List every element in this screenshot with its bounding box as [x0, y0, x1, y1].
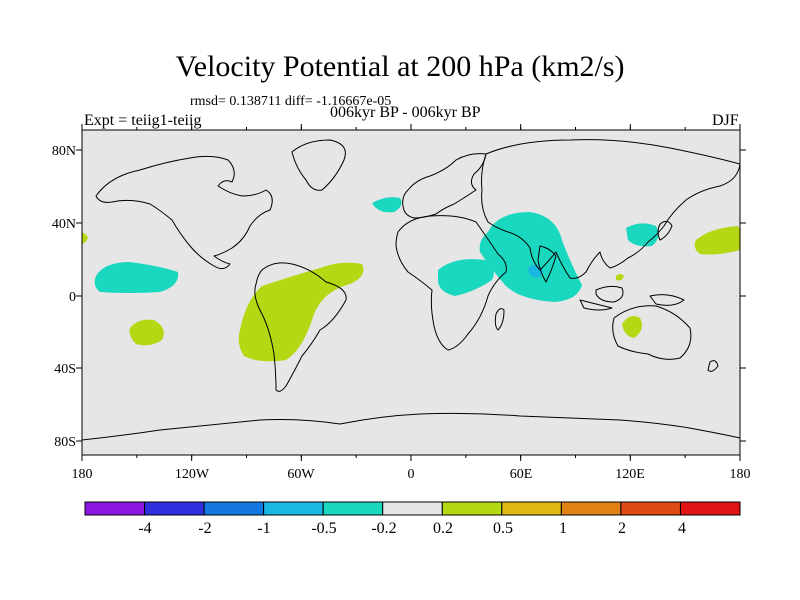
anomaly-region-central-africa	[438, 259, 494, 296]
colorbar-box	[679, 501, 741, 516]
colorbar-labels: -4 -2 -1 -0.5 -0.2 0.2 0.5 1 2 4	[138, 520, 686, 537]
season-label: DJF	[712, 112, 739, 129]
colorbar-box	[501, 501, 562, 516]
colorbar-box	[620, 501, 681, 516]
colorbar-label: -0.2	[371, 520, 396, 537]
lon-label-180-left: 180	[72, 467, 93, 482]
period-line: 006kyr BP - 006kyr BP	[330, 104, 481, 121]
lat-label-40n: 40N	[52, 217, 76, 232]
anomaly-region-north-pacific-dateline	[694, 226, 740, 255]
anomaly-region-north-atlantic	[372, 197, 402, 213]
colorbar-label: -0.5	[311, 520, 336, 537]
anomaly-region-indian-ocean	[479, 212, 582, 302]
lon-label-0: 0	[408, 467, 415, 482]
colorbar-label: 0.5	[493, 520, 513, 537]
colorbar-box	[263, 501, 324, 516]
anomaly-region-far-west-edge	[82, 232, 88, 245]
anomaly-region-eastern-pacific	[94, 262, 179, 293]
latitude-labels: 80N 40N 0 40S 80S	[52, 144, 76, 450]
axis-ticks	[76, 124, 746, 461]
colorbar-box	[441, 501, 503, 516]
lat-label-80n: 80N	[52, 144, 76, 159]
colorbar-label: -1	[257, 520, 270, 537]
colorbar-label: 1	[559, 520, 567, 537]
colorbar	[84, 501, 741, 516]
colorbar-label: 4	[678, 520, 686, 537]
map-background	[82, 130, 740, 455]
anomaly-region-south-pacific	[129, 319, 164, 346]
colorbar-label: -2	[198, 520, 211, 537]
experiment-label: Expt = teiig1-teiig	[84, 112, 202, 129]
colorbar-box	[560, 501, 622, 516]
longitude-labels: 180 120W 60W 0 60E 120E 180	[72, 467, 751, 482]
lon-label-60e: 60E	[510, 467, 533, 482]
lat-label-40s: 40S	[54, 362, 76, 377]
colorbar-label: -4	[138, 520, 151, 537]
map-title: Velocity Potential at 200 hPa (km2/s)	[175, 50, 625, 83]
statistics-line: rmsd= 0.138711 diff= -1.16667e-05	[190, 94, 392, 109]
anomaly-region-northwest-australia	[622, 316, 642, 338]
lon-label-120e: 120E	[615, 467, 645, 482]
colorbar-label: 2	[618, 520, 626, 537]
colorbar-box	[322, 501, 384, 516]
coastlines	[82, 139, 740, 441]
anomaly-region-philippine-sea-spot	[616, 274, 624, 281]
lat-label-80s: 80S	[54, 435, 76, 450]
lon-label-60w: 60W	[287, 467, 315, 482]
colorbar-box	[84, 501, 146, 516]
colorbar-box	[144, 501, 205, 516]
lon-label-120w: 120W	[175, 467, 210, 482]
lat-label-0: 0	[69, 290, 76, 305]
colorbar-box	[203, 501, 265, 516]
colorbar-box	[382, 501, 443, 516]
lon-label-180-right: 180	[730, 467, 751, 482]
colorbar-label: 0.2	[433, 520, 453, 537]
